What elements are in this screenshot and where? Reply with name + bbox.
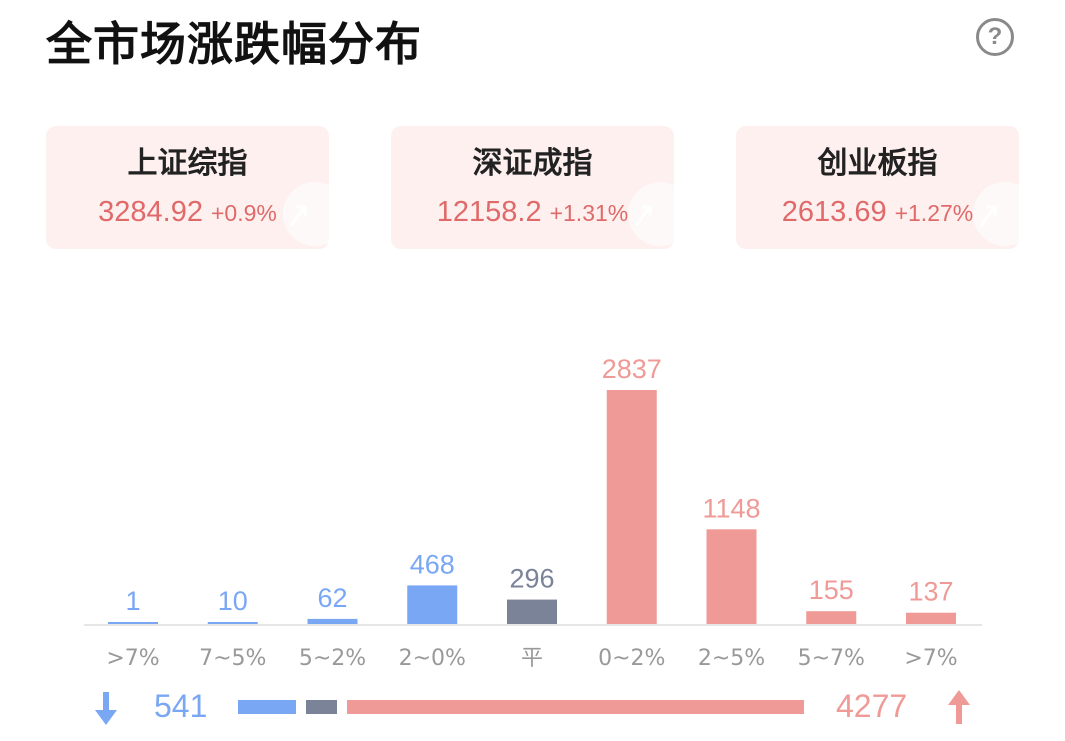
bar-value-label: 296 (509, 564, 554, 594)
x-tick-label: 5~2% (299, 646, 366, 671)
arrow-up-icon (948, 690, 970, 724)
index-change: +1.27% (894, 200, 974, 226)
bar-3[interactable] (407, 585, 458, 624)
bar-5[interactable] (606, 390, 657, 624)
x-tick-label: 平 (521, 646, 543, 671)
down-count: 541 (154, 688, 208, 724)
bar-value-label: 1148 (702, 493, 760, 523)
index-quote: 3284.92 +0.9% (46, 192, 329, 236)
bar-value-label: 468 (410, 549, 455, 579)
index-name: 深证成指 (472, 146, 593, 181)
bar-4[interactable] (507, 599, 557, 624)
up-ratio-bar (347, 700, 804, 714)
bar-0[interactable] (108, 622, 158, 624)
flat-ratio-bar (305, 700, 338, 714)
index-quote: 2613.69 +1.27% (736, 192, 1019, 236)
bar-value-label: 10 (218, 586, 248, 616)
bar-7[interactable] (806, 611, 857, 624)
bar-value-label: 2837 (602, 354, 662, 384)
index-name: 上证综指 (127, 146, 248, 181)
bar-8[interactable] (906, 612, 956, 624)
help-icon[interactable]: ? (976, 18, 1014, 56)
down-ratio-bar (238, 700, 296, 714)
x-tick-label: 5~7% (798, 646, 865, 671)
x-tick-label: >7% (904, 646, 957, 671)
bar-value-label: 62 (317, 583, 347, 613)
index-value: 12158.2 (436, 196, 542, 228)
index-value: 2613.69 (781, 196, 887, 228)
bar-1[interactable] (207, 622, 258, 624)
x-tick-label: >7% (106, 646, 159, 671)
index-value: 3284.92 (98, 196, 203, 228)
bar-value-label: 1 (125, 586, 140, 616)
bar-6[interactable] (706, 529, 757, 624)
x-tick-label: 7~5% (199, 646, 266, 671)
trend-up-icon (980, 205, 997, 226)
x-tick-label: 2~0% (399, 646, 466, 671)
index-card-chinext[interactable]: 创业板指 2613.69 +1.27% (736, 126, 1019, 249)
index-change: +1.31% (549, 200, 629, 226)
arrow-down-icon (95, 692, 117, 725)
index-quote: 12158.2 +1.31% (391, 192, 674, 236)
index-change: +0.9% (210, 200, 277, 226)
index-card-shenzhen[interactable]: 深证成指 12158.2 +1.31% (391, 126, 674, 249)
x-tick-label: 0~2% (598, 646, 665, 671)
bar-value-label: 155 (809, 575, 854, 605)
trend-up-icon (635, 205, 652, 226)
bar-2[interactable] (307, 618, 358, 624)
up-count: 4277 (836, 688, 908, 724)
index-name: 创业板指 (817, 146, 938, 181)
index-card-shanghai[interactable]: 上证综指 3284.92 +0.9% (46, 126, 329, 249)
bar-value-label: 137 (908, 577, 953, 607)
x-tick-label: 2~5% (698, 646, 765, 671)
distribution-bar-chart: 1 >7% 10 7~5% 62 5~2% 468 2~0% 296 平 2837 0~2% 1148 2… (84, 354, 982, 671)
trend-up-icon (290, 205, 307, 226)
page-title: 全市场涨跌幅分布 (46, 17, 422, 71)
